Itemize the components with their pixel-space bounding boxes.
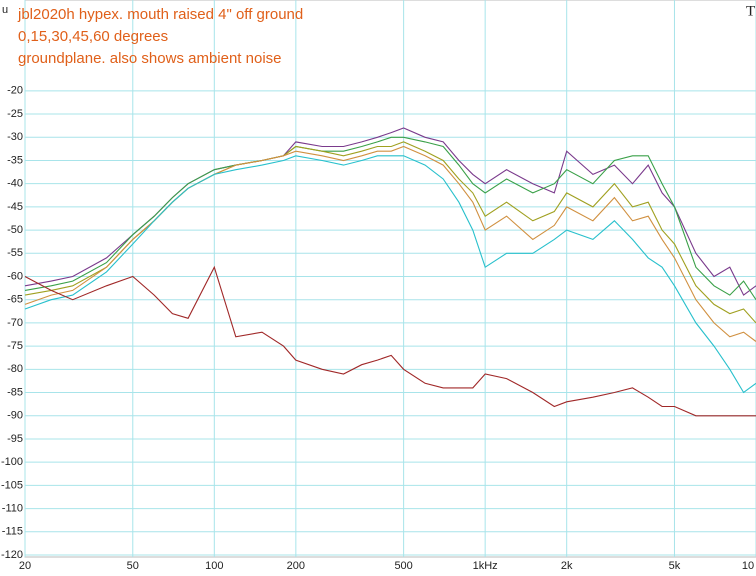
lines (24, 127, 756, 417)
x-tick-label: 5k (669, 560, 681, 572)
y-tick-label: -110 (2, 502, 23, 514)
y-tick-label: -75 (7, 340, 23, 352)
y-tick-label: -70 (7, 317, 23, 329)
series-line (24, 155, 756, 394)
grid (24, 0, 756, 557)
y-tick-label: -25 (7, 108, 23, 120)
y-tick-label: -20 (7, 85, 23, 97)
y-tick-label: -30 (7, 131, 23, 143)
y-axis-label: u (2, 4, 8, 16)
x-tick-label: 1kHz (473, 560, 498, 572)
y-tick-label: -95 (7, 433, 23, 445)
x-tick-label: 2k (561, 560, 573, 572)
chart-title: jbl2020h hypex. mouth raised 4" off grou… (17, 6, 303, 23)
x-tick-label: 50 (127, 560, 139, 572)
y-tick-label: -105 (1, 479, 23, 491)
y-tick-label: -35 (7, 154, 23, 166)
annotation: groundplane. also shows ambient noise (18, 50, 282, 67)
y-tick-label: -120 (1, 549, 23, 561)
x-tick-label: 200 (287, 560, 305, 572)
y-tick-label: -65 (7, 294, 23, 306)
chart-subtitle: 0,15,30,45,60 degrees (18, 28, 168, 45)
y-tick-label: -100 (1, 456, 23, 468)
labels: jbl2020h hypex. mouth raised 4" off grou… (1, 3, 755, 571)
plot-area (24, 0, 756, 558)
y-tick-label: -40 (7, 178, 23, 190)
y-tick-label: -50 (7, 224, 23, 236)
x-tick-label: 10 (742, 560, 754, 572)
y-tick-label: -90 (7, 410, 23, 422)
y-tick-label: -45 (7, 201, 23, 213)
corner-mark: T (746, 3, 755, 19)
y-tick-label: -115 (2, 526, 23, 538)
y-tick-label: -60 (7, 270, 23, 282)
y-tick-label: -85 (7, 386, 23, 398)
x-tick-label: 500 (394, 560, 412, 572)
series-line (24, 265, 756, 417)
x-tick-label: 20 (19, 560, 31, 572)
x-tick-label: 100 (205, 560, 223, 572)
y-tick-label: -80 (7, 363, 23, 375)
y-tick-label: -55 (7, 247, 23, 259)
series-line (24, 136, 756, 301)
